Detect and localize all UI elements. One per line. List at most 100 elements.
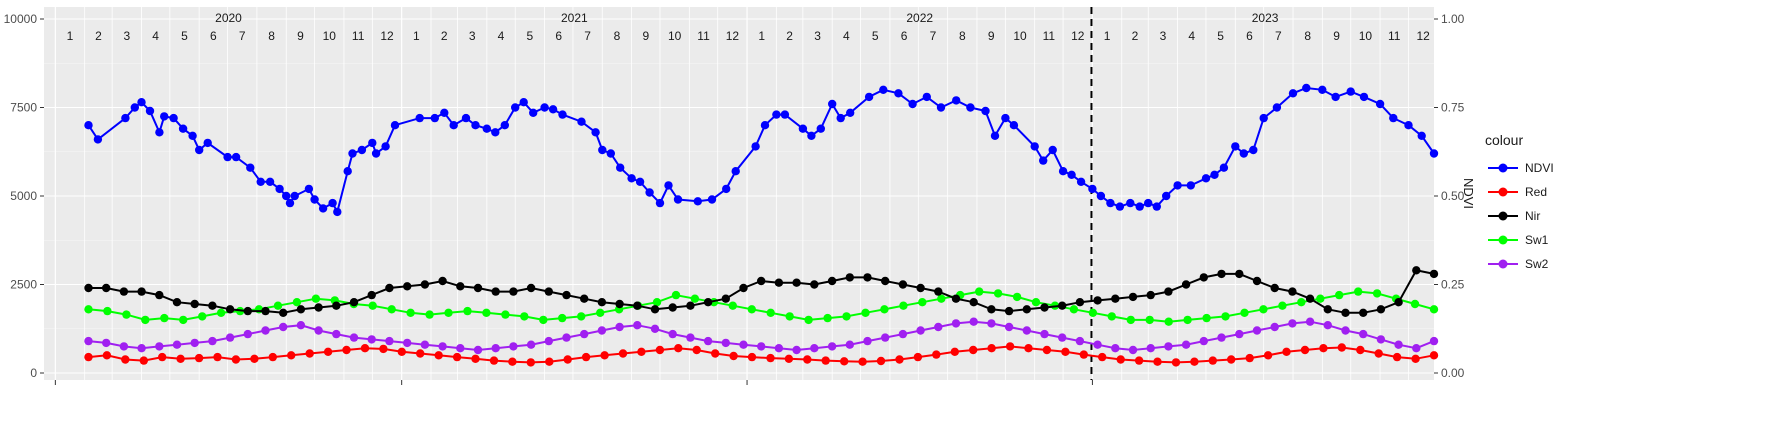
data-point xyxy=(406,308,415,317)
data-point xyxy=(314,326,323,335)
month-label: 8 xyxy=(1304,29,1311,43)
data-point xyxy=(93,135,103,144)
data-point xyxy=(650,305,660,314)
data-point xyxy=(310,195,319,204)
data-point xyxy=(981,106,990,116)
data-point xyxy=(456,344,465,353)
data-point xyxy=(615,299,624,309)
legend-item-nir: Nir xyxy=(1488,209,1540,223)
data-point xyxy=(368,138,377,148)
data-point xyxy=(751,142,760,151)
data-point xyxy=(203,138,212,148)
data-point xyxy=(231,355,241,364)
month-label: 1 xyxy=(758,29,765,43)
data-point xyxy=(876,356,886,366)
data-point xyxy=(816,124,825,133)
data-point xyxy=(381,142,390,151)
data-point xyxy=(692,345,701,355)
data-point xyxy=(686,301,695,310)
data-point xyxy=(198,312,207,321)
legend: colour NDVI Red Nir Sw1 Sw2 xyxy=(1485,132,1554,271)
month-label: 10 xyxy=(1013,29,1027,43)
data-point xyxy=(1376,305,1386,314)
data-point xyxy=(1270,322,1279,332)
data-point xyxy=(1278,301,1287,310)
data-point xyxy=(1240,308,1249,317)
data-point xyxy=(1093,340,1102,349)
data-point xyxy=(707,195,717,204)
month-label: 10 xyxy=(668,29,682,43)
data-point xyxy=(1024,344,1033,353)
data-point xyxy=(1076,177,1086,186)
data-point xyxy=(1270,283,1279,293)
data-point xyxy=(1231,142,1240,151)
data-point xyxy=(1300,345,1310,355)
data-point xyxy=(1186,181,1196,190)
data-point xyxy=(403,282,412,291)
data-point xyxy=(311,294,321,303)
data-point xyxy=(633,321,642,330)
year-label: 2023 xyxy=(1252,11,1279,25)
data-point xyxy=(456,282,465,291)
data-point xyxy=(1412,266,1421,275)
data-point xyxy=(1235,269,1244,279)
data-point xyxy=(784,354,794,363)
data-point xyxy=(1429,269,1439,279)
y-tick-label-left: 0 xyxy=(30,366,37,380)
data-point xyxy=(509,287,518,296)
data-point xyxy=(1323,321,1333,330)
data-point xyxy=(1394,340,1403,349)
data-point xyxy=(1199,273,1209,282)
data-point xyxy=(1058,301,1067,310)
data-point xyxy=(1098,352,1107,362)
data-point xyxy=(1146,290,1155,300)
data-point xyxy=(491,344,500,353)
data-point xyxy=(1096,191,1106,201)
data-point xyxy=(845,273,854,282)
data-point xyxy=(540,103,549,112)
data-point xyxy=(650,324,660,333)
data-point xyxy=(1040,303,1049,312)
data-point xyxy=(1302,83,1311,93)
data-point xyxy=(1249,145,1258,155)
data-point xyxy=(1208,356,1218,365)
data-point xyxy=(1128,345,1138,355)
data-point xyxy=(899,301,908,310)
data-point xyxy=(449,121,458,130)
data-point xyxy=(1061,347,1070,356)
data-point xyxy=(600,351,609,360)
data-point xyxy=(1040,329,1049,339)
month-label: 9 xyxy=(297,29,304,43)
data-point xyxy=(846,108,855,118)
y-tick-label-right: 1.00 xyxy=(1441,12,1465,26)
data-point xyxy=(508,357,517,366)
data-point xyxy=(894,89,903,98)
month-labels: 1 2 3 4 5 6 7 8 9 10 11 12 1 2 3 4 5 6 7 8 9 10 11 12 1 2 3 4 5 6 7 8 9 1… xyxy=(67,29,1430,43)
data-point xyxy=(863,273,872,282)
month-label: 3 xyxy=(1160,29,1167,43)
data-point xyxy=(655,345,665,355)
y-tick-label-left: 2500 xyxy=(10,278,37,292)
data-point xyxy=(1067,170,1076,179)
data-point xyxy=(1272,103,1282,112)
data-point xyxy=(616,163,625,172)
data-point xyxy=(246,163,255,172)
data-point xyxy=(367,335,376,344)
data-point xyxy=(282,191,291,201)
data-point xyxy=(828,99,837,109)
data-point xyxy=(348,149,357,158)
data-point xyxy=(739,283,748,293)
data-point xyxy=(122,310,131,319)
data-point xyxy=(1323,305,1333,314)
data-point xyxy=(766,308,775,317)
data-point xyxy=(420,280,430,289)
data-point xyxy=(1217,333,1226,342)
data-point xyxy=(1263,351,1273,360)
data-point xyxy=(863,336,872,346)
data-point xyxy=(1069,305,1079,314)
data-point xyxy=(934,287,943,296)
data-point xyxy=(511,103,520,112)
data-point xyxy=(1394,298,1403,307)
data-point xyxy=(1005,342,1015,351)
legend-key-dot xyxy=(1498,211,1508,221)
